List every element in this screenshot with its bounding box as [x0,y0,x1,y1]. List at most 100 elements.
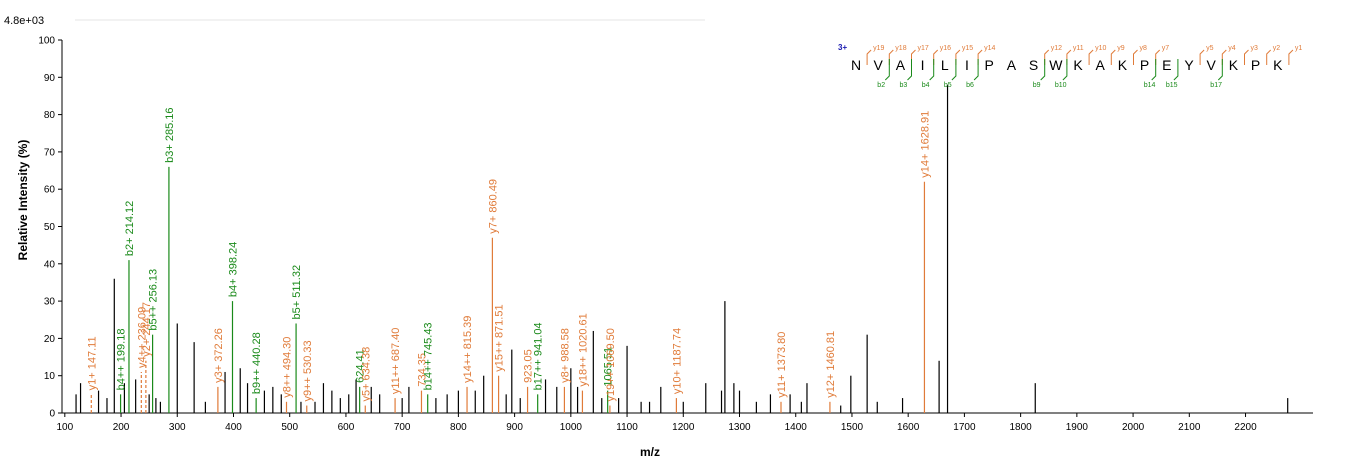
x-tick-label: 1600 [897,422,920,433]
peak-annotations: y1+ 147.11 b4++ 199.18 b2+ 214.12 v4++ 236.… [86,107,931,413]
peak-label: y11+ 1373.80 [776,332,788,398]
b-ion-label: b17 [1210,82,1222,89]
y-ion-bracket [1133,49,1138,65]
y-ion-bracket [866,49,872,65]
y-tick-label: 100 [38,36,55,47]
b-ion-label: b9 [1033,82,1041,89]
y-tick-label: 30 [44,297,56,308]
y-ion-bracket [1288,49,1294,65]
x-tick-label: 800 [450,422,467,433]
b-ion-bracket [1062,59,1068,81]
y-ion-bracket [933,49,939,65]
y-ion-label: y12 [1051,45,1062,52]
peak-label: y7+ 860.49 [487,179,499,234]
y-ion-label: y19 [873,45,884,52]
sequence-residue: K [1229,57,1239,73]
sequence-residue: P [1251,57,1260,73]
y-ion-label: y17 [918,45,929,52]
x-tick-label: 2000 [1122,422,1145,433]
peak-label: y14+ 1628.91 [919,111,931,178]
b-ion-bracket [884,59,890,81]
y-ion-bracket [888,49,894,65]
x-axis-ticks: 100 200 300 400 500 600 700 800 900 1000 1100 1200 1… [56,413,1257,433]
b-ion-bracket [1040,59,1046,81]
x-tick-label: 400 [225,422,242,433]
sequence-residue: P [985,57,994,73]
x-tick-label: 200 [113,422,130,433]
b-ion-bracket [973,59,979,81]
peak-label: y9++ 530.33 [302,340,314,401]
plot-axes [61,19,1313,414]
sequence-residue: S [1029,57,1038,73]
sequence-residue: K [1118,57,1128,73]
peak-label: y15++ 871.51 [494,304,506,371]
y-ion-bracket [1199,49,1205,65]
sequence-residue: P [1140,57,1149,73]
peak-label: 923.05 [523,349,535,383]
x-tick-label: 100 [56,422,73,433]
peak-label: y5+ 634.38 [360,347,372,402]
x-tick-label: 600 [338,422,355,433]
b-ion-bracket [951,59,957,81]
x-tick-label: 1000 [560,422,583,433]
peak-label: 1065.51 [603,347,615,387]
peak-label: y12+ 1460.81 [825,331,837,398]
y-ion-label: y2 [1273,45,1281,52]
y-ion-label: y15 [962,45,973,52]
b-ion-label: b10 [1055,82,1067,89]
peak-label: y2+ 244.17 [141,302,153,357]
x-tick-label: 1400 [785,422,808,433]
peak-label: y14++ 815.39 [462,316,474,383]
b-ion-bracket [1173,59,1179,81]
b-ion-bracket [929,59,935,81]
sequence-residue: W [1049,57,1063,73]
y-ion-bracket [1088,49,1094,65]
peak-label: b4+ 398.24 [227,242,239,297]
y-tick-label: 70 [44,147,56,158]
x-tick-label: 1300 [728,422,751,433]
y-ion-bracket [1155,49,1161,65]
y-tick-label: 20 [44,334,56,345]
y-ion-bracket [911,49,916,65]
sequence-residue: I [921,57,925,73]
y-tick-label: 50 [44,222,56,233]
y-tick-label: 80 [44,110,56,121]
peak-label: b5+ 511.32 [291,265,303,320]
peak-label: b4++ 199.18 [116,329,128,391]
x-axis-title: m/z [640,445,660,459]
b-ion-label: b15 [1166,82,1178,89]
y-ion-bracket [955,49,961,65]
y-ion-label: y1 [1295,45,1303,52]
y-ion-label: y4 [1228,45,1236,52]
y-axis-ticks: 0 10 20 30 40 50 60 70 80 90 100 [38,36,62,420]
sequence-residue: A [1096,57,1106,73]
peak-label: 624.41 [355,349,367,383]
peak-label: y1+ 147.11 [86,336,98,390]
sequence-residue: V [1207,57,1217,73]
b-ion-label: b3 [900,82,908,89]
b-ion-bracket [1151,59,1157,81]
y-tick-label: 90 [44,73,56,84]
y-ion-label: y5 [1206,45,1214,52]
y-ion-label: y9 [1117,45,1125,52]
peak-label: b2+ 214.12 [124,201,136,256]
peak-label: b14++ 745.43 [423,322,435,390]
y-ion-bracket [977,49,983,65]
peak-label: b5++ 256.13 [148,269,160,331]
b-ion-label: b5 [944,82,952,89]
y-axis-title: Relative Intensity (%) [16,140,30,261]
peak-label: b17++ 941.04 [533,322,545,390]
peak-label: 734.35 [416,353,428,387]
x-tick-label: 1700 [953,422,976,433]
y-ion-label: y16 [940,45,951,52]
peak-label: y18++ 1020.61 [577,313,589,386]
sequence-residue: N [851,57,861,73]
b-ion-bracket [907,59,912,81]
y-ion-bracket [1110,49,1116,65]
precursor-charge: 3+ [838,43,847,52]
sequence-residue: K [1073,57,1083,73]
x-tick-label: 2200 [1234,422,1257,433]
y-ion-label: y14 [984,45,995,52]
y-ion-bracket [1044,49,1050,65]
